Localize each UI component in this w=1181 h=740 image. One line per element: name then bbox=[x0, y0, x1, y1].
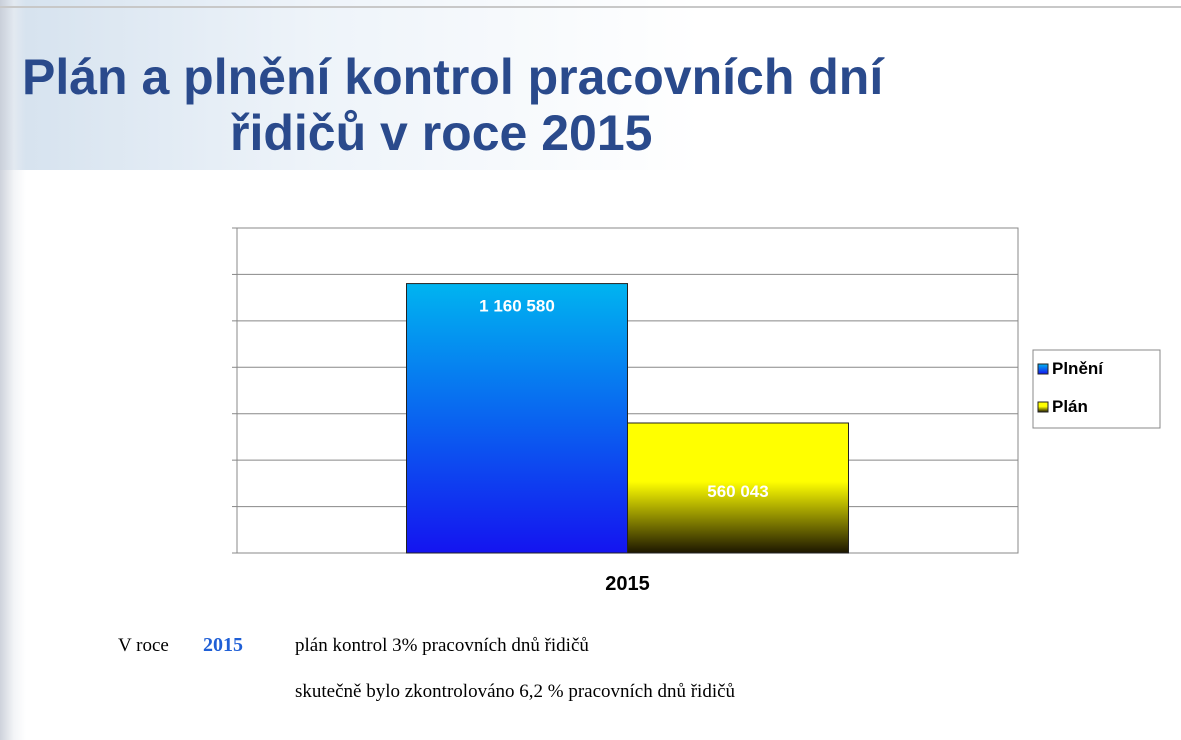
x-tick-label: 2015 bbox=[605, 573, 650, 595]
legend-box bbox=[1032, 349, 1161, 429]
top-border bbox=[0, 6, 1181, 8]
note-text: skutečně bylo zkontrolováno 6,2 % pracov… bbox=[295, 681, 736, 702]
note-text: V roce bbox=[118, 635, 169, 656]
chart-title: Plán a plnění kontrol pracovních dní bbox=[22, 49, 885, 105]
value-label: 560 043 bbox=[707, 482, 768, 501]
legend-swatch bbox=[1037, 401, 1049, 413]
legend-label: Plnění bbox=[1052, 359, 1104, 378]
value-label: 1 160 580 bbox=[479, 297, 555, 316]
bar bbox=[627, 422, 849, 554]
legend-label: Plán bbox=[1052, 397, 1088, 416]
bar bbox=[406, 283, 628, 554]
legend-swatch bbox=[1037, 363, 1049, 375]
chart-title: řidičů v roce 2015 bbox=[230, 105, 652, 161]
note-year: 2015 bbox=[203, 634, 243, 656]
note-text: plán kontrol 3% pracovních dnů řidičů bbox=[295, 635, 589, 656]
